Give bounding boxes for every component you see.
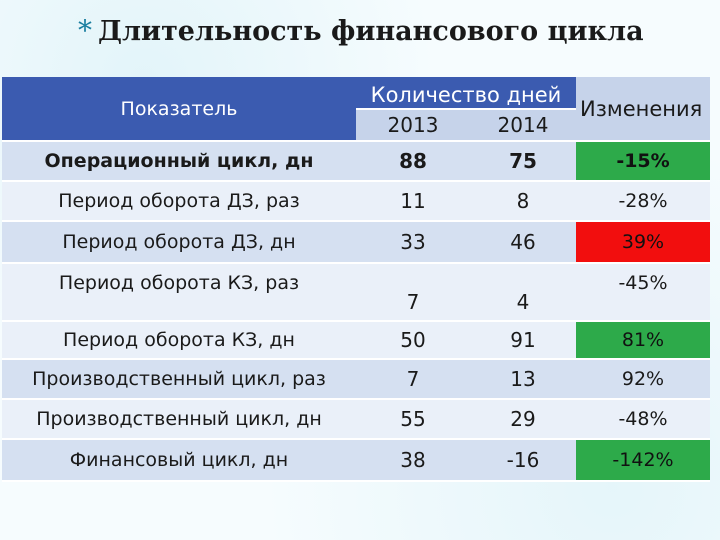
header-year-2013: 2013	[356, 109, 470, 142]
table-row: Финансовый цикл, дн 38 -16 -142%	[2, 439, 710, 482]
value-2013: 88	[356, 141, 470, 182]
table-row: Период оборота КЗ, дн 50 91 81%	[2, 321, 710, 360]
change-value: -48%	[576, 399, 710, 440]
title-bullet: *	[78, 14, 92, 47]
table-row: Период оборота КЗ, раз 7 4 -45%	[2, 263, 710, 322]
row-label: Производственный цикл, раз	[2, 359, 356, 400]
table-row: Производственный цикл, раз 7 13 92%	[2, 359, 710, 400]
slide-title: * Длительность финансового цикла	[78, 14, 644, 58]
value-2014: 8	[470, 181, 576, 222]
table-row: Производственный цикл, дн 55 29 -48%	[2, 399, 710, 440]
row-label: Период оборота КЗ, дн	[2, 321, 356, 360]
value-2014: 13	[470, 359, 576, 400]
row-label: Период оборота ДЗ, раз	[2, 181, 356, 222]
header-days-group: Количество дней	[356, 77, 576, 110]
header-change: Изменения	[576, 77, 710, 142]
row-label: Период оборота ДЗ, дн	[2, 221, 356, 264]
row-label: Производственный цикл, дн	[2, 399, 356, 440]
value-2014: 4	[470, 263, 576, 322]
value-2014: 29	[470, 399, 576, 440]
value-2013: 50	[356, 321, 470, 360]
row-label: Финансовый цикл, дн	[2, 439, 356, 482]
change-value: -15%	[576, 141, 710, 182]
value-2014: 75	[470, 141, 576, 182]
value-2013: 11	[356, 181, 470, 222]
change-value: -28%	[576, 181, 710, 222]
change-value: -142%	[576, 439, 710, 482]
change-value: 39%	[576, 221, 710, 264]
financial-cycle-table: Показатель Количество дней Изменения 201…	[2, 77, 710, 482]
table-row: Период оборота ДЗ, дн 33 46 39%	[2, 221, 710, 264]
value-2013: 55	[356, 399, 470, 440]
row-label: Период оборота КЗ, раз	[2, 263, 356, 322]
change-value: 92%	[576, 359, 710, 400]
value-2013: 38	[356, 439, 470, 482]
change-value: 81%	[576, 321, 710, 360]
table-row: Период оборота ДЗ, раз 11 8 -28%	[2, 181, 710, 222]
header-indicator: Показатель	[2, 77, 356, 142]
table-row: Операционный цикл, дн 88 75 -15%	[2, 141, 710, 182]
value-2014: 46	[470, 221, 576, 264]
change-value: -45%	[576, 263, 710, 322]
value-2014: 91	[470, 321, 576, 360]
value-2013: 7	[356, 359, 470, 400]
header-year-2014: 2014	[470, 109, 576, 142]
title-text: Длительность финансового цикла	[98, 16, 644, 47]
value-2013: 7	[356, 263, 470, 322]
value-2014: -16	[470, 439, 576, 482]
row-label: Операционный цикл, дн	[2, 141, 356, 182]
value-2013: 33	[356, 221, 470, 264]
